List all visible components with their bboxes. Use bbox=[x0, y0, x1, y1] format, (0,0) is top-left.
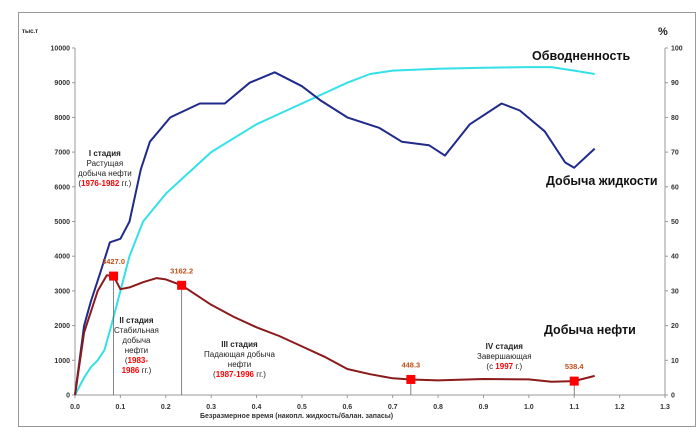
oil-marker bbox=[109, 271, 119, 281]
stage-4-title: IV стадия bbox=[485, 342, 523, 351]
y-right-tick-label: 70 bbox=[671, 150, 679, 157]
x-tick-label: 0.0 bbox=[70, 404, 80, 411]
x-tick-label: 1.1 bbox=[569, 404, 579, 411]
stage-1-line2: добыча нефти bbox=[78, 169, 132, 178]
stage-4-annotation: IV стадия Завершающая (с 1997 г.) bbox=[477, 342, 532, 372]
y-left-tick-label: 9000 bbox=[54, 80, 70, 87]
stage-1-title: I стадия bbox=[88, 149, 121, 158]
x-tick-label: 0.8 bbox=[433, 404, 443, 411]
y-right-tick-label: 10 bbox=[671, 358, 679, 365]
stage-2-line1: Стабильная bbox=[114, 326, 159, 335]
stage-3-pre: ( bbox=[213, 370, 216, 379]
stage-1-annotation: I стадия Растущая добыча нефти (1976-198… bbox=[78, 149, 132, 189]
marker-value-label: 3162.2 bbox=[170, 266, 193, 275]
series-line-0 bbox=[74, 66, 595, 396]
stage-2-years-end: 1986 bbox=[121, 366, 140, 375]
y-left-tick-label: 0 bbox=[66, 393, 70, 400]
stage-3-years: 1987-1996 bbox=[215, 370, 254, 379]
stage-3-annotation: III стадия Падающая добыча нефти (1987-1… bbox=[204, 340, 275, 380]
x-tick-label: 1.2 bbox=[615, 404, 625, 411]
x-axis-label: Безразмерное время (накопл. жидкость/бал… bbox=[200, 413, 394, 420]
y-right-unit: % bbox=[658, 26, 668, 38]
y-left-tick-label: 4000 bbox=[54, 254, 70, 261]
stage-2-title: II стадия bbox=[119, 316, 154, 325]
oil-marker bbox=[569, 376, 579, 386]
legend-liquid: Добыча жидкости bbox=[546, 174, 658, 188]
x-tick-label: 0.5 bbox=[297, 404, 307, 411]
y-left-tick-label: 3000 bbox=[54, 288, 70, 295]
x-tick-label: 0.6 bbox=[342, 404, 352, 411]
x-tick-label: 0.4 bbox=[252, 404, 262, 411]
series-line-1 bbox=[74, 71, 596, 396]
y-right-tick-label: 100 bbox=[671, 46, 683, 53]
stage-4-pre: (с bbox=[486, 362, 496, 371]
legend-watercut: Обводненность bbox=[532, 49, 631, 63]
stage-3-line1: Падающая добыча bbox=[204, 350, 275, 359]
y-left-tick-label: 2000 bbox=[54, 323, 70, 330]
y-left-tick-label: 7000 bbox=[54, 150, 70, 157]
x-tick-label: 0.7 bbox=[388, 404, 398, 411]
stage-2-pre: ( bbox=[124, 356, 128, 365]
stage-3-post: гг.) bbox=[253, 370, 266, 379]
stage-1-pre: ( bbox=[78, 179, 82, 188]
oil-marker bbox=[177, 280, 187, 290]
chart-frame bbox=[18, 12, 696, 427]
y-left-tick-label: 8000 bbox=[54, 115, 70, 122]
stage-2-annotation: II стадия Стабильная добыча нефти (1983-… bbox=[114, 316, 159, 376]
y-left-unit: тыс.т bbox=[22, 29, 39, 35]
marker-value-label: 538.4 bbox=[565, 362, 585, 371]
y-right-tick-label: 30 bbox=[671, 288, 679, 295]
oil-marker bbox=[406, 374, 416, 384]
x-tick-label: 1.3 bbox=[660, 404, 670, 411]
stage-2-post: гг.) bbox=[139, 366, 152, 375]
y-right-tick-label: 40 bbox=[671, 254, 679, 261]
stage-3-line2: нефти bbox=[227, 360, 252, 369]
y-left-tick-label: 5000 bbox=[54, 219, 70, 226]
y-left-tick-label: 1000 bbox=[54, 358, 70, 365]
y-right-tick-label: 50 bbox=[671, 219, 679, 226]
y-left-tick-label: 10000 bbox=[51, 46, 71, 53]
stage-4-years: 1997 bbox=[495, 362, 514, 371]
x-tick-label: 0.9 bbox=[479, 404, 489, 411]
x-tick-label: 1.0 bbox=[524, 404, 534, 411]
x-tick-label: 0.2 bbox=[161, 404, 171, 411]
stage-4-post: г.) bbox=[513, 362, 523, 371]
stage-1-post: гг.) bbox=[119, 179, 132, 188]
y-right-tick-label: 20 bbox=[671, 323, 679, 330]
stage-4-line1: Завершающая bbox=[477, 352, 532, 361]
marker-value-label: 3427.0 bbox=[102, 257, 125, 266]
y-right-tick-label: 90 bbox=[671, 80, 679, 87]
x-tick-label: 0.3 bbox=[206, 404, 216, 411]
legend-oil: Добыча нефти bbox=[544, 323, 636, 337]
y-right-tick-label: 60 bbox=[671, 184, 679, 191]
stage-2-line3: нефти bbox=[124, 346, 149, 355]
y-left-tick-label: 6000 bbox=[54, 184, 70, 191]
stage-2-line2: добыча bbox=[122, 336, 151, 345]
y-right-tick-label: 80 bbox=[671, 115, 679, 122]
stage-1-years: 1976-1982 bbox=[81, 179, 120, 188]
y-right-tick-label: 0 bbox=[671, 393, 675, 400]
stage-3-title: III стадия bbox=[221, 340, 258, 349]
x-tick-label: 0.1 bbox=[116, 404, 126, 411]
stage-2-years-start: 1983- bbox=[127, 356, 149, 365]
stage-1-line1: Растущая bbox=[86, 159, 124, 168]
marker-value-label: 448.3 bbox=[401, 360, 420, 369]
